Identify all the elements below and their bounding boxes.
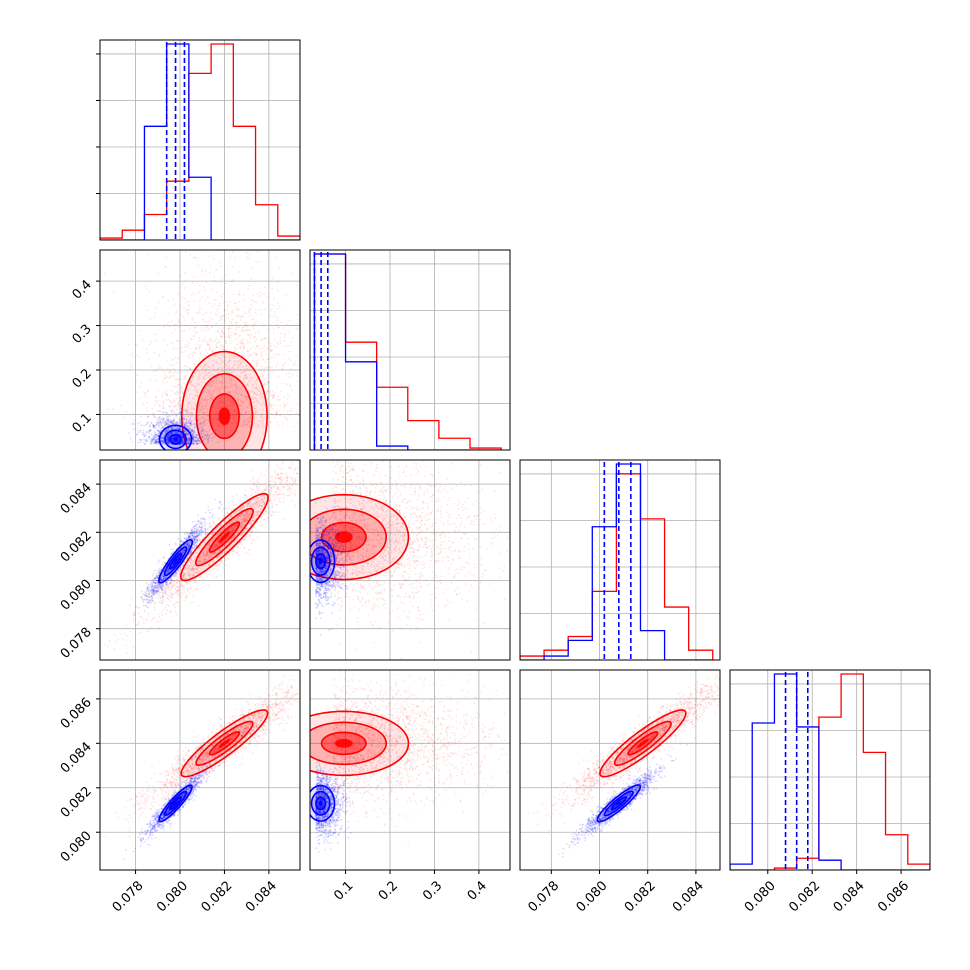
panel-frame: [99, 249, 301, 451]
blue-contours: [158, 784, 193, 823]
blue-contours: [310, 784, 336, 822]
blue-contours: [310, 539, 336, 584]
y-tick-label: 0.078: [58, 625, 95, 662]
histogram-p3: [730, 672, 930, 870]
blue-contours: [158, 538, 194, 584]
panel-frame: [99, 39, 301, 241]
panel-frame: [519, 669, 721, 871]
x-tick-label: 0.1: [331, 878, 356, 903]
x-tick-label: 0.086: [875, 878, 912, 915]
red-contours: [179, 492, 269, 582]
grid-lines: [310, 460, 510, 660]
x-tick-label: 0.080: [742, 878, 779, 915]
y-tick-label: 0.082: [58, 529, 95, 566]
panel-frame: [729, 669, 931, 871]
x-tick-label: 0.080: [154, 878, 191, 915]
y-tick-label: 0.080: [58, 577, 95, 614]
y-tick-label: 0.3: [70, 322, 95, 347]
grid-lines: [730, 670, 930, 870]
scatter-panel-p1-p0: [103, 250, 300, 450]
grid-lines: [520, 460, 720, 660]
blue-histogram-line: [313, 253, 502, 450]
x-tick-label: 0.3: [420, 878, 445, 903]
x-tick-label: 0.080: [574, 878, 611, 915]
red-samples: [332, 670, 510, 846]
x-tick-label: 0.2: [376, 878, 401, 903]
red-contours: [310, 710, 410, 777]
blue-contours: [596, 784, 642, 823]
grid-lines: [520, 670, 720, 870]
scatter-panel-p3-p0: [105, 674, 300, 861]
scatter-panel-p2-p1: [310, 460, 510, 660]
histogram-p1: [313, 252, 502, 450]
blue-histogram-line: [520, 463, 713, 660]
panel-frame: [309, 459, 511, 661]
red-contours: [180, 709, 269, 778]
red-contours: [180, 350, 268, 450]
x-tick-label: 0.084: [670, 878, 707, 915]
x-tick-label: 0.082: [622, 878, 659, 915]
red-histogram-line: [520, 473, 714, 660]
panel-frame: [309, 249, 511, 451]
panel-frame: [99, 459, 301, 661]
grid-lines: [310, 250, 510, 450]
histogram-p2: [520, 462, 714, 660]
blue-histogram-line: [730, 673, 930, 870]
blue-histogram-line: [100, 43, 300, 240]
x-tick-label: 0.078: [110, 878, 147, 915]
y-tick-label: 0.086: [58, 695, 95, 732]
y-tick-label: 0.082: [58, 784, 95, 821]
x-tick-label: 0.082: [199, 878, 236, 915]
scatter-panel-p2-p0: [103, 460, 300, 655]
grid-lines: [100, 460, 300, 660]
y-tick-label: 0.4: [70, 277, 95, 302]
y-tick-label: 0.2: [70, 366, 95, 391]
panel-frame: [99, 669, 301, 871]
red-contours: [599, 709, 687, 778]
red-samples: [332, 460, 510, 660]
x-tick-label: 0.4: [465, 878, 490, 903]
blue-samples: [127, 401, 228, 446]
x-tick-label: 0.084: [243, 878, 280, 915]
x-tick-label: 0.082: [786, 878, 823, 915]
grid-lines: [100, 40, 300, 240]
red-histogram-line: [313, 253, 502, 450]
panel-frame: [519, 459, 721, 661]
y-tick-label: 0.084: [58, 740, 95, 777]
y-tick-label: 0.080: [58, 828, 95, 865]
blue-contours: [158, 424, 193, 450]
red-histogram-line: [730, 673, 930, 870]
red-histogram-line: [100, 43, 300, 240]
scatter-panel-p3-p1: [310, 670, 510, 853]
grid-lines: [100, 670, 300, 870]
scatter-panel-p3-p2: [527, 670, 720, 858]
y-tick-label: 0.084: [58, 480, 95, 517]
panel-frame: [309, 669, 511, 871]
y-tick-label: 0.1: [70, 411, 95, 436]
grid-lines: [100, 250, 300, 450]
histogram-p0: [100, 42, 300, 240]
x-tick-label: 0.084: [831, 878, 868, 915]
x-tick-label: 0.078: [525, 878, 562, 915]
